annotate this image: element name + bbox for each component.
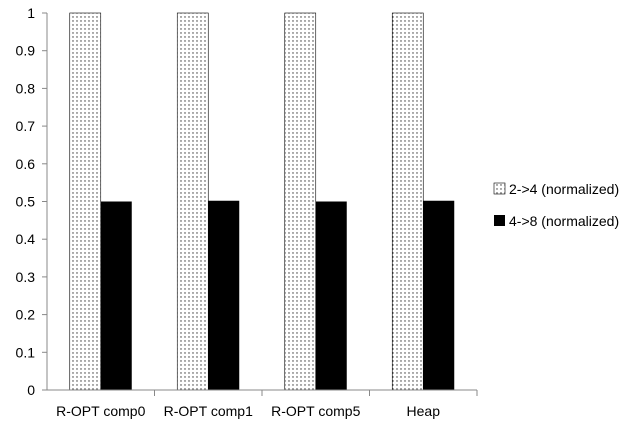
y-tick-label: 0.7 (16, 118, 36, 134)
x-axis-labels: R-OPT comp0 R-OPT comp1 R-OPT comp5 Heap (56, 390, 478, 419)
bar-4-8-normalized (208, 200, 240, 390)
y-tick-label: 0.5 (16, 194, 36, 210)
y-tick-label: 0 (27, 382, 35, 398)
bars (69, 12, 455, 391)
legend-swatch (494, 215, 505, 226)
y-tick-label: 0.9 (16, 43, 36, 59)
x-tick-label: R-OPT comp5 (271, 403, 360, 419)
x-tick-label: R-OPT comp0 (56, 403, 145, 419)
y-tick-label: 0.2 (16, 307, 36, 323)
x-tick-label: Heap (407, 403, 441, 419)
bar-4-8-normalized (423, 200, 455, 390)
y-axis-ticks: 0 0.1 0.2 0.3 0.4 0.5 0.6 0.7 0.8 0.9 1 (16, 5, 47, 398)
bar-2-4-normalized (176, 12, 209, 391)
legend-swatch (493, 182, 506, 195)
bar-4-8-normalized (100, 201, 132, 390)
y-tick-label: 0.8 (16, 80, 36, 96)
legend-label: 2->4 (normalized) (509, 181, 619, 197)
bar-2-4-normalized (391, 12, 424, 391)
bar-2-4-normalized (69, 12, 102, 391)
legend: 2->4 (normalized) 4->8 (normalized) (493, 181, 619, 229)
legend-label: 4->8 (normalized) (509, 213, 619, 229)
y-tick-label: 0.6 (16, 156, 36, 172)
y-tick-label: 0.3 (16, 269, 36, 285)
y-tick-label: 1 (27, 5, 35, 21)
y-tick-label: 0.1 (16, 344, 36, 360)
x-tick-label: R-OPT comp1 (164, 403, 253, 419)
y-tick-label: 0.4 (16, 231, 36, 247)
bar-4-8-normalized (315, 201, 347, 390)
bar-2-4-normalized (284, 12, 317, 391)
